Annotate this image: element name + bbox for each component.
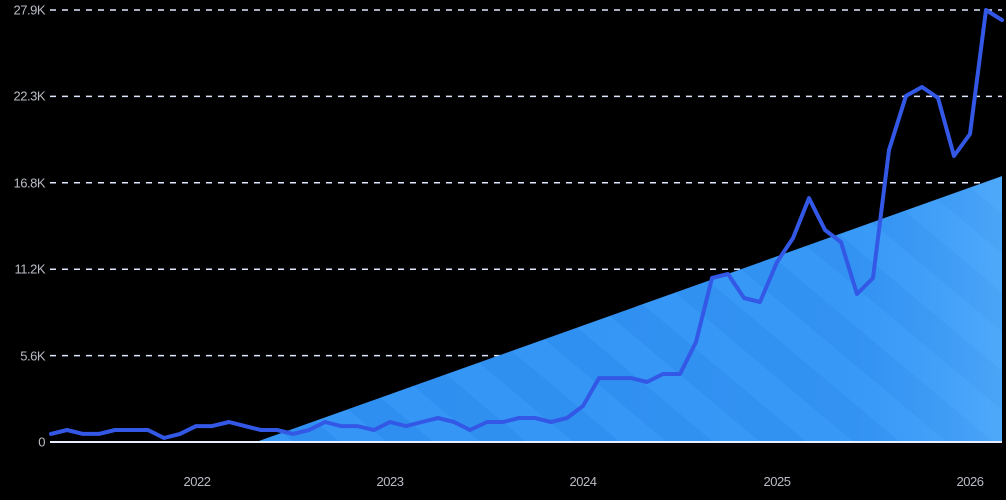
y-tick-label: 27.9K <box>13 2 46 18</box>
x-tick-label: 2026 <box>956 474 984 489</box>
y-tick-label: 0 <box>38 434 45 450</box>
y-tick-label: 22.3K <box>13 88 46 104</box>
x-tick-label: 2022 <box>183 474 211 489</box>
y-tick-label: 5.6K <box>20 348 45 364</box>
series-line <box>49 8 1004 440</box>
x-tick-label: 2025 <box>763 474 791 489</box>
x-tick-label: 2024 <box>569 474 597 489</box>
y-tick-label: 16.8K <box>13 175 46 191</box>
y-tick-label: 11.2K <box>14 261 45 277</box>
x-tick-label: 2023 <box>376 474 404 489</box>
trend-area <box>256 176 1002 442</box>
